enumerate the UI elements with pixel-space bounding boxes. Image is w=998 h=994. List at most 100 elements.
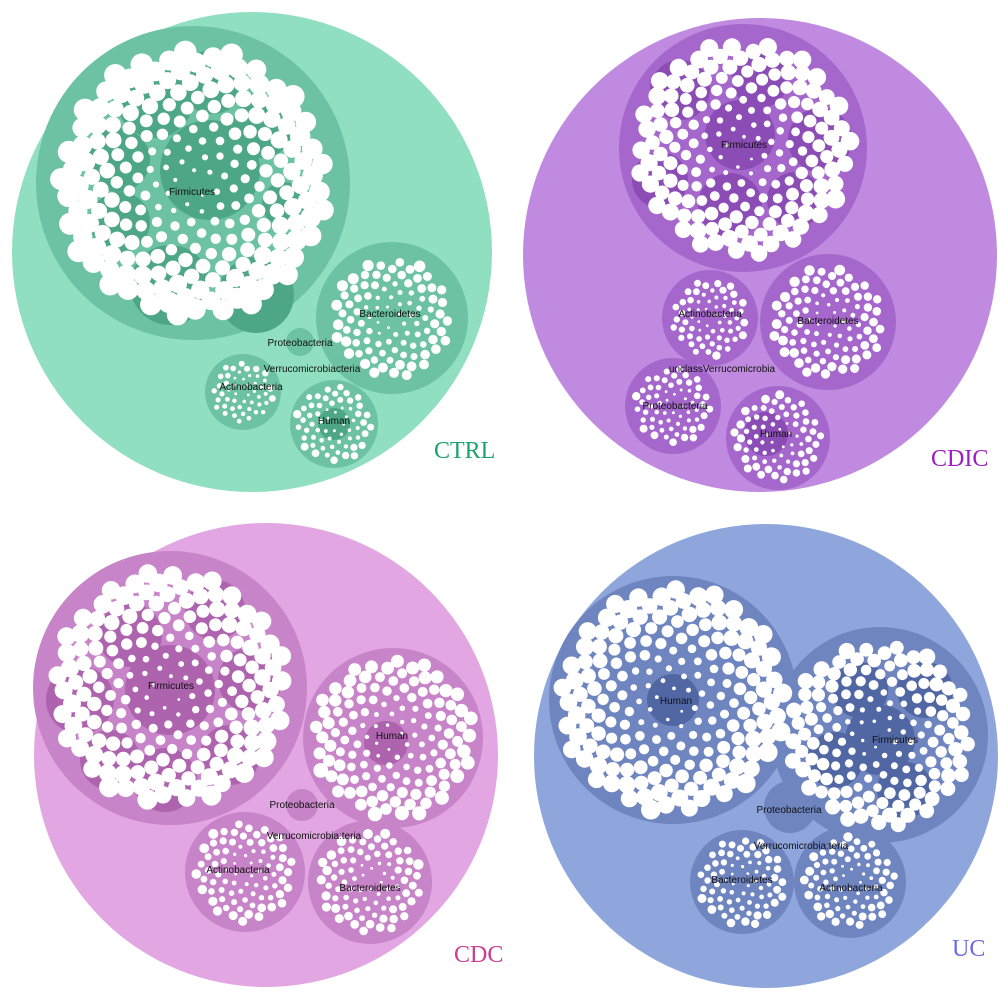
leaf-circle [620, 734, 631, 745]
leaf-circle [652, 722, 658, 728]
leaf-circle [711, 614, 728, 631]
leaf-circle [350, 452, 359, 460]
leaf-circle [314, 393, 321, 400]
leaf-circle [341, 336, 352, 347]
leaf-circle [679, 93, 692, 105]
leaf-circle [805, 154, 819, 168]
leaf-circle [400, 339, 407, 346]
leaf-circle [176, 712, 181, 717]
leaf-circle [843, 895, 848, 901]
leaf-circle [625, 748, 637, 760]
leaf-circle [727, 242, 745, 259]
leaf-circle [843, 663, 857, 677]
leaf-circle [558, 716, 577, 735]
leaf-circle [763, 903, 769, 909]
leaf-circle [742, 134, 746, 139]
taxon-label: Proteobacteria [267, 338, 332, 349]
leaf-circle [731, 882, 735, 886]
leaf-circle [337, 773, 349, 786]
leaf-circle [87, 625, 103, 642]
leaf-circle [833, 342, 840, 348]
leaf-circle [802, 467, 810, 475]
leaf-circle [940, 757, 953, 770]
leaf-circle [606, 732, 618, 744]
leaf-circle [836, 155, 854, 172]
panel-label: CDIC [931, 446, 988, 472]
leaf-circle [338, 309, 347, 318]
leaf-circle [767, 892, 773, 898]
leaf-circle [874, 745, 877, 749]
leaf-circle [248, 374, 252, 378]
leaf-circle [414, 331, 421, 338]
leaf-circle [141, 235, 153, 248]
leaf-circle [684, 759, 695, 770]
leaf-circle [761, 152, 768, 159]
leaf-circle [457, 744, 471, 759]
leaf-circle [842, 874, 845, 877]
leaf-circle [908, 751, 916, 759]
leaf-circle [400, 876, 409, 885]
leaf-circle [116, 722, 127, 734]
leaf-circle [350, 857, 357, 864]
leaf-circle [407, 692, 417, 703]
human-core [364, 721, 408, 765]
leaf-circle [438, 780, 450, 792]
leaf-circle [221, 247, 237, 262]
leaf-circle [670, 117, 682, 129]
leaf-circle [360, 722, 366, 729]
leaf-circle [777, 164, 786, 173]
leaf-circle [706, 701, 715, 709]
leaf-circle [354, 410, 362, 418]
leaf-circle [347, 428, 352, 433]
leaf-circle [689, 434, 698, 442]
leaf-circle [250, 891, 256, 897]
leaf-circle [675, 632, 688, 645]
leaf-circle [654, 393, 660, 399]
leaf-circle [405, 857, 414, 866]
leaf-circle [676, 365, 683, 373]
leaf-circle [726, 918, 736, 928]
leaf-circle [890, 817, 906, 833]
leaf-circle [354, 394, 362, 401]
leaf-circle [906, 680, 917, 692]
leaf-circle [876, 706, 882, 712]
leaf-circle [856, 333, 863, 340]
leaf-circle [696, 195, 708, 206]
leaf-circle [824, 893, 831, 900]
leaf-circle [932, 664, 948, 679]
leaf-circle [815, 311, 819, 315]
leaf-circle [229, 184, 238, 193]
leaf-circle [177, 698, 181, 701]
leaf-circle [770, 873, 779, 882]
leaf-circle [714, 295, 719, 300]
leaf-circle [101, 581, 121, 600]
leaf-circle [257, 395, 261, 399]
leaf-circle [334, 410, 337, 414]
leaf-circle [233, 862, 237, 865]
leaf-circle [832, 722, 842, 732]
leaf-circle [413, 274, 422, 283]
leaf-circle [762, 415, 768, 421]
leaf-circle [316, 402, 323, 409]
leaf-circle [260, 826, 269, 834]
leaf-circle [753, 911, 762, 920]
leaf-circle [591, 726, 606, 741]
leaf-circle [802, 307, 809, 314]
leaf-circle [772, 224, 789, 242]
leaf-circle [304, 427, 310, 433]
panel-label: UC [952, 936, 985, 962]
leaf-circle [710, 600, 727, 617]
leaf-circle [121, 737, 133, 749]
leaf-circle [376, 261, 386, 271]
leaf-circle [707, 897, 714, 904]
leaf-circle [635, 105, 653, 124]
leaf-circle [745, 82, 758, 94]
leaf-circle [178, 592, 195, 609]
leaf-circle [668, 382, 674, 389]
leaf-circle [394, 847, 402, 855]
leaf-circle [224, 602, 241, 619]
leaf-circle [348, 867, 354, 873]
leaf-circle [246, 415, 252, 421]
leaf-circle [460, 755, 475, 770]
leaf-circle [131, 719, 142, 730]
